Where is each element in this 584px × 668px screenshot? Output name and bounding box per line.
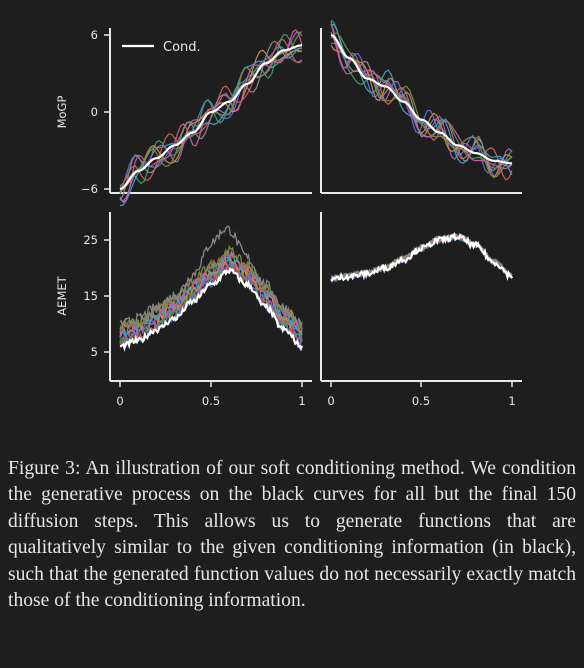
sample-line bbox=[119, 244, 303, 330]
axes-top-right bbox=[320, 28, 522, 194]
figure-caption: Figure 3: An illustration of our soft co… bbox=[8, 456, 576, 614]
axes-bottom-left bbox=[109, 212, 312, 382]
cond-line bbox=[330, 231, 513, 282]
ytick-label: 6 bbox=[91, 28, 98, 42]
xtick-label: 1 bbox=[298, 394, 305, 408]
axes-bottom-right bbox=[320, 212, 522, 382]
sample-line bbox=[119, 47, 303, 207]
cond-line bbox=[119, 266, 304, 352]
sample-line bbox=[119, 225, 303, 327]
legend-label: Cond. bbox=[163, 40, 201, 55]
ytick-label: 5 bbox=[91, 345, 98, 359]
cond-line bbox=[119, 44, 303, 191]
xtick-label: 0 bbox=[327, 394, 334, 408]
row-label-aemet: AEMET bbox=[55, 275, 69, 315]
sample-line bbox=[330, 19, 513, 169]
lines-top-right bbox=[330, 19, 513, 181]
figure-panels: 6 0 −6 25 15 5 0 0.5 1 0 0.5 1 MoGP AEME… bbox=[55, 19, 522, 408]
sample-line bbox=[119, 29, 303, 204]
xtick-label: 0.5 bbox=[412, 394, 430, 408]
xtick-label: 1 bbox=[508, 394, 515, 408]
legend: Cond. bbox=[122, 40, 201, 55]
axes-top-left bbox=[109, 28, 312, 194]
sample-line bbox=[330, 32, 513, 171]
cond-line bbox=[330, 33, 513, 165]
tick-marks bbox=[104, 34, 513, 387]
ytick-label: 25 bbox=[83, 233, 98, 247]
lines-bottom-left bbox=[119, 225, 304, 352]
caption-label: Figure 3: bbox=[8, 458, 81, 479]
row-label-mogp: MoGP bbox=[55, 96, 69, 129]
xtick-label: 0.5 bbox=[202, 394, 220, 408]
caption-text: An illustration of our soft conditioning… bbox=[8, 458, 576, 612]
sample-line bbox=[330, 32, 513, 170]
ytick-label: 0 bbox=[91, 105, 98, 119]
sample-line bbox=[119, 40, 303, 201]
lines-bottom-right bbox=[330, 231, 513, 284]
ytick-label: −6 bbox=[81, 182, 98, 196]
ytick-label: 15 bbox=[83, 289, 98, 303]
xtick-label: 0 bbox=[116, 394, 123, 408]
lines-top-left bbox=[119, 29, 303, 207]
